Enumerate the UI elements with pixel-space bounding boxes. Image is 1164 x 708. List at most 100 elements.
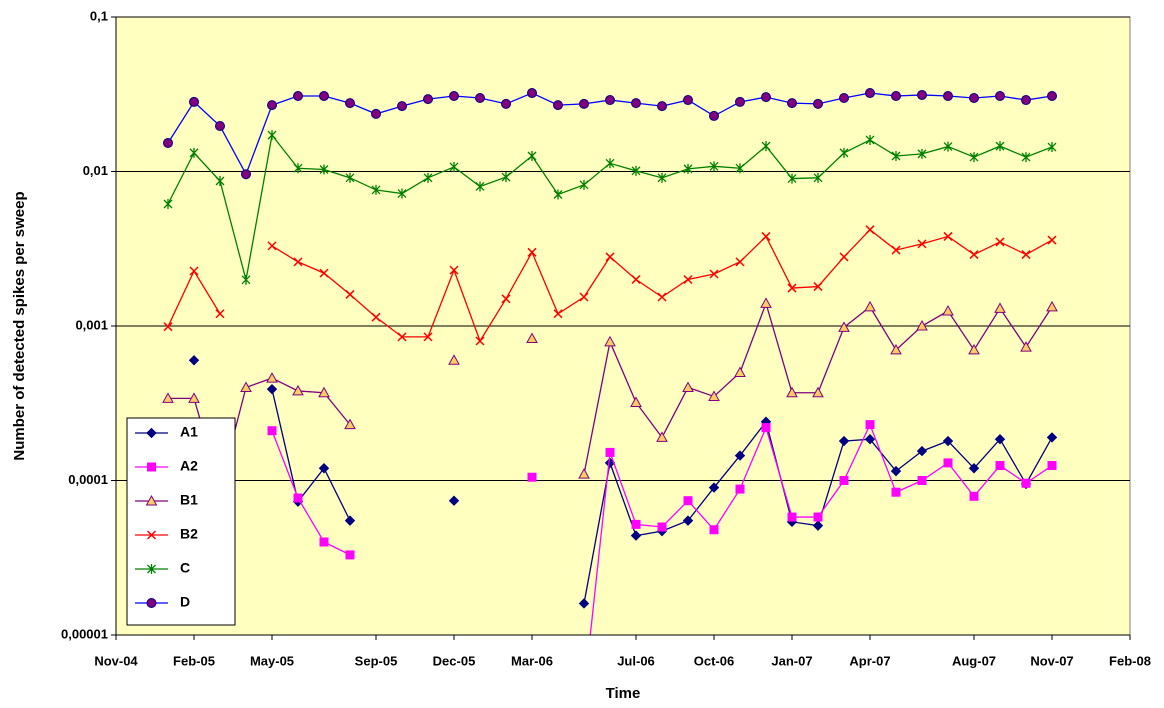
data-point bbox=[526, 332, 538, 344]
data-point bbox=[761, 231, 771, 241]
data-point bbox=[501, 294, 511, 304]
data-point bbox=[449, 265, 459, 275]
data-point bbox=[215, 309, 225, 319]
x-tick-label: Jan-07 bbox=[771, 653, 812, 668]
data-point bbox=[995, 91, 1005, 102]
data-point bbox=[475, 93, 485, 104]
data-point bbox=[865, 134, 875, 145]
x-tick-label: May-05 bbox=[250, 653, 294, 668]
data-point bbox=[968, 463, 980, 474]
data-point bbox=[215, 121, 225, 132]
data-point bbox=[448, 354, 460, 365]
legend-swatch-marker bbox=[146, 530, 157, 540]
data-point bbox=[501, 98, 511, 109]
data-point bbox=[942, 304, 954, 316]
data-point bbox=[682, 515, 694, 526]
data-point bbox=[708, 390, 720, 401]
data-point bbox=[916, 319, 928, 331]
data-point bbox=[943, 231, 953, 241]
data-point bbox=[267, 426, 277, 436]
data-point bbox=[605, 252, 615, 262]
data-point bbox=[345, 98, 355, 109]
data-point bbox=[969, 250, 979, 260]
data-point bbox=[943, 141, 953, 152]
legend-label: D bbox=[180, 594, 190, 610]
data-point bbox=[734, 366, 746, 378]
data-point bbox=[968, 343, 980, 355]
data-point bbox=[735, 163, 745, 174]
data-point bbox=[657, 522, 667, 532]
data-point bbox=[1020, 341, 1032, 352]
data-point bbox=[917, 148, 927, 159]
data-point bbox=[813, 512, 823, 522]
data-point bbox=[1047, 91, 1057, 102]
legend-swatch-marker bbox=[146, 598, 157, 608]
data-point bbox=[709, 161, 719, 172]
data-point bbox=[787, 512, 797, 522]
data-point bbox=[293, 257, 303, 267]
data-point bbox=[371, 184, 381, 195]
data-point bbox=[969, 491, 979, 501]
data-point bbox=[631, 274, 641, 285]
data-point bbox=[760, 297, 772, 308]
data-point bbox=[657, 101, 667, 112]
data-point bbox=[995, 141, 1005, 152]
data-point bbox=[579, 179, 589, 190]
data-point bbox=[215, 175, 225, 186]
data-point bbox=[1046, 432, 1058, 443]
x-tick-label: Aug-07 bbox=[952, 653, 996, 668]
data-point bbox=[449, 161, 459, 172]
data-point bbox=[657, 292, 667, 302]
data-point bbox=[293, 91, 303, 102]
legend-label: A2 bbox=[180, 458, 198, 474]
y-axis-title: Number of detected spikes per sweep bbox=[11, 191, 28, 460]
x-tick-label: Feb-08 bbox=[1109, 653, 1151, 668]
data-point bbox=[605, 447, 615, 457]
data-point bbox=[318, 463, 330, 474]
data-point bbox=[527, 472, 537, 482]
data-point bbox=[865, 225, 875, 235]
data-point bbox=[683, 163, 693, 174]
data-point bbox=[734, 450, 746, 461]
data-point bbox=[553, 189, 563, 200]
data-point bbox=[683, 274, 693, 285]
data-point bbox=[371, 312, 381, 322]
data-point bbox=[682, 381, 694, 392]
data-point bbox=[423, 332, 433, 342]
data-point bbox=[423, 172, 433, 183]
data-point bbox=[787, 98, 797, 109]
data-point bbox=[1047, 142, 1057, 153]
data-point bbox=[761, 423, 771, 433]
data-point bbox=[813, 282, 823, 292]
data-point bbox=[527, 88, 537, 99]
data-point bbox=[162, 392, 174, 403]
data-point bbox=[605, 158, 615, 169]
data-point bbox=[917, 89, 927, 100]
legend-box bbox=[126, 417, 236, 626]
legend: A1 A2 B1 B2 C D bbox=[126, 417, 236, 626]
data-point bbox=[683, 95, 693, 106]
data-point bbox=[1021, 95, 1031, 106]
data-point bbox=[1047, 235, 1057, 245]
data-point bbox=[656, 431, 668, 442]
series-layer bbox=[162, 88, 1058, 635]
data-point bbox=[994, 302, 1006, 313]
y-tick-label: 0,0001 bbox=[68, 472, 108, 487]
data-point bbox=[812, 520, 824, 531]
data-point bbox=[293, 163, 303, 174]
legend-swatch-marker bbox=[147, 462, 156, 472]
data-point bbox=[604, 335, 616, 347]
data-point bbox=[319, 537, 329, 547]
legend-label: B1 bbox=[180, 492, 198, 508]
data-point bbox=[735, 484, 745, 494]
data-point bbox=[293, 493, 303, 503]
y-tick-label: 0,01 bbox=[83, 163, 108, 178]
data-point bbox=[527, 247, 537, 257]
data-point bbox=[890, 465, 902, 477]
axes: 0,00001 0,0001 0,001 0,01 0,1 Nov-04 Feb-05 May… bbox=[61, 8, 1151, 668]
data-point bbox=[163, 199, 173, 210]
data-point bbox=[709, 525, 719, 535]
data-point bbox=[709, 110, 719, 121]
data-point bbox=[579, 98, 589, 109]
data-point bbox=[579, 292, 589, 302]
